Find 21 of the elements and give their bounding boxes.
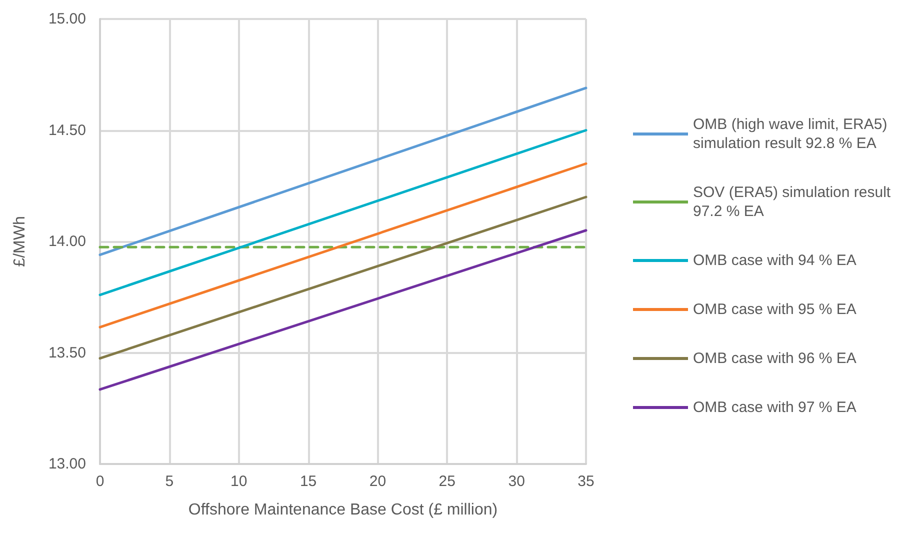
x-tick-label: 20 — [369, 473, 386, 490]
y-tick-label: 14.50 — [48, 122, 86, 139]
legend-label: SOV (ERA5) simulation result 97.2 % EA — [693, 184, 895, 220]
y-tick-label: 15.00 — [48, 10, 86, 28]
legend-label: OMB case with 94 % EA — [693, 252, 856, 269]
x-axis-title: Offshore Maintenance Base Cost (£ million) — [188, 502, 498, 518]
x-tick-label: 0 — [96, 473, 104, 490]
x-tick-label: 15 — [300, 473, 317, 490]
y-tick-label: 13.50 — [48, 344, 86, 362]
x-tick-label: 10 — [230, 473, 248, 490]
y-tick-label: 14.00 — [48, 233, 86, 250]
legend-label: OMB (high wave limit, ERA5) simulation result 92.8 % EA — [693, 116, 892, 152]
x-tick-label: 5 — [165, 473, 174, 490]
x-tick-label: 35 — [578, 473, 594, 490]
legend-label: OMB case with 95 % EA — [693, 301, 856, 318]
x-tick-label: 30 — [508, 473, 525, 490]
y-tick-label: 13.00 — [48, 456, 86, 472]
legend-label: OMB case with 97 % EA — [693, 399, 856, 416]
legend-label: OMB case with 96 % EA — [693, 350, 856, 367]
y-axis-title: £/MWh — [12, 216, 28, 267]
x-tick-label: 25 — [438, 473, 456, 490]
